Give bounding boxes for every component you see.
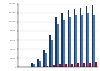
Bar xyxy=(92,5,93,67)
Bar xyxy=(47,66,48,67)
Bar xyxy=(74,9,75,67)
Bar xyxy=(31,63,33,67)
Bar xyxy=(50,35,51,67)
Bar xyxy=(51,40,53,67)
Bar xyxy=(59,64,60,67)
Bar xyxy=(56,17,57,67)
Bar xyxy=(80,8,81,67)
Bar xyxy=(75,15,77,67)
Bar xyxy=(39,61,41,67)
Bar xyxy=(57,24,59,67)
Bar xyxy=(77,63,79,67)
Bar xyxy=(65,64,66,67)
Bar xyxy=(69,17,71,67)
Bar xyxy=(89,63,91,67)
Bar xyxy=(83,63,85,67)
Bar xyxy=(81,14,83,67)
Bar xyxy=(43,50,45,67)
Bar xyxy=(68,10,69,67)
Bar xyxy=(62,13,63,67)
Bar xyxy=(33,64,35,67)
Bar xyxy=(95,62,97,67)
Bar xyxy=(63,20,65,67)
Bar xyxy=(53,65,55,67)
Bar xyxy=(71,64,73,67)
Bar xyxy=(87,13,89,67)
Bar xyxy=(93,15,95,67)
Bar xyxy=(45,53,47,67)
Bar xyxy=(37,59,39,67)
Bar xyxy=(86,6,87,67)
